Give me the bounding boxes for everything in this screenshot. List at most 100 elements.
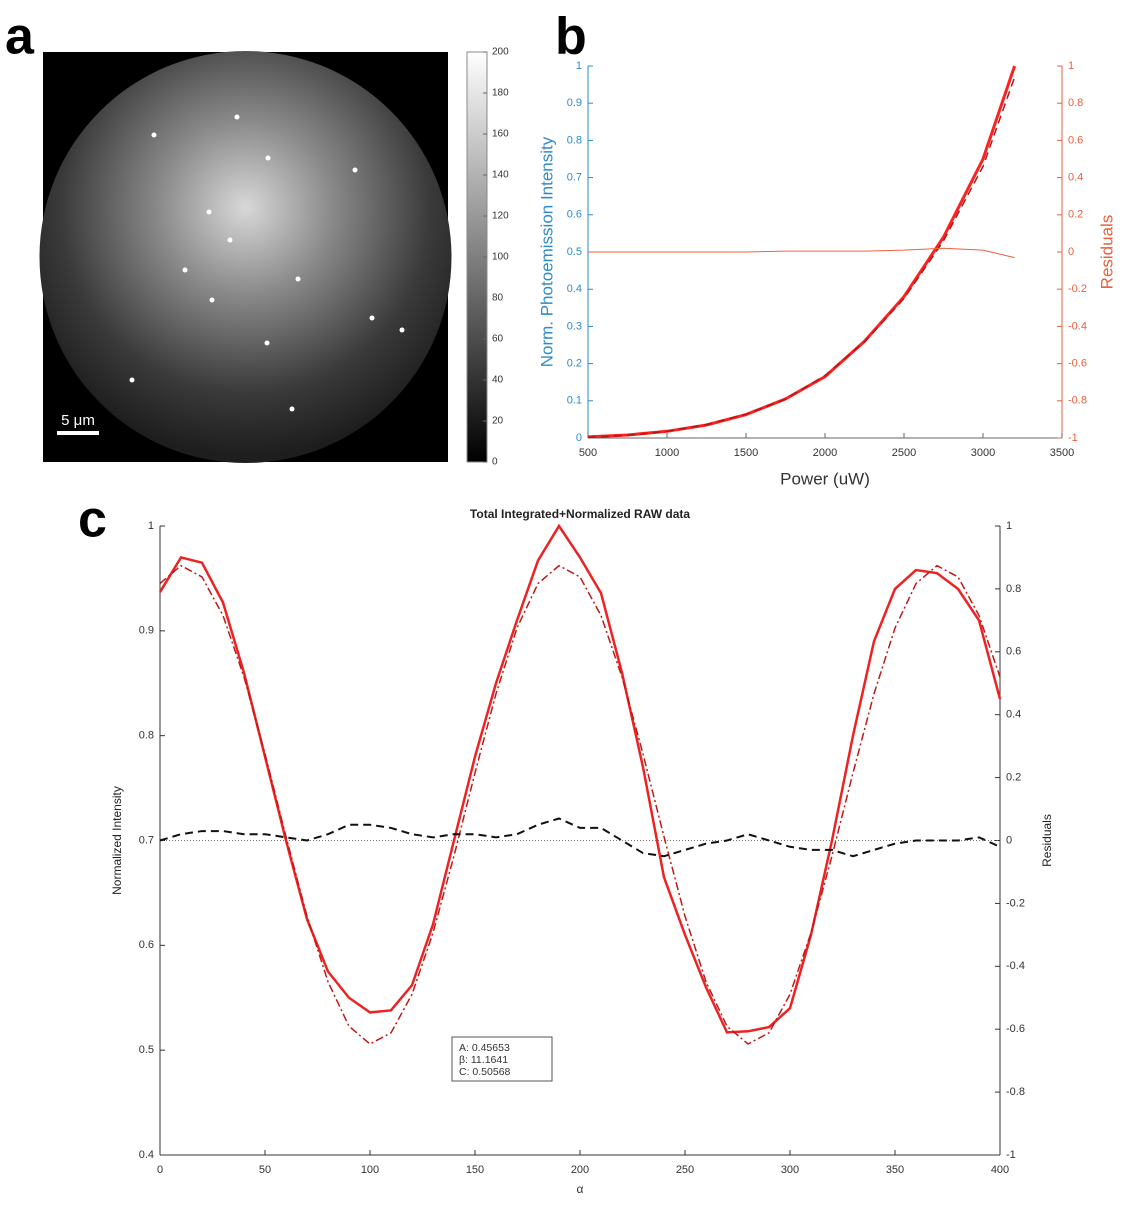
y2-tick-label: 0.4: [1006, 709, 1021, 721]
bright-spot: [182, 267, 188, 273]
y-tick-label: 0: [576, 432, 582, 444]
y-tick-label: 0.3: [567, 320, 582, 332]
colorbar-tick-label: 140: [492, 170, 509, 181]
y2-tick-label: -0.2: [1068, 283, 1087, 295]
colorbar-tick-label: 0: [492, 457, 498, 468]
series-line: [158, 523, 1002, 1034]
y-tick-label: 0.9: [567, 97, 582, 109]
y-tick-label: 0.4: [567, 283, 582, 295]
x-tick-label: 200: [571, 1164, 589, 1176]
bright-spot: [151, 132, 157, 138]
field-of-view: [39, 51, 452, 463]
bright-spot: [129, 377, 135, 383]
y2-tick-label: -0.4: [1068, 320, 1087, 332]
bright-spot: [209, 297, 215, 303]
bright-spot: [295, 276, 301, 282]
x-tick-label: 100: [361, 1164, 379, 1176]
y-tick-label: 0.2: [567, 358, 582, 370]
bright-spot: [206, 209, 212, 215]
y2-tick-label: 1: [1068, 60, 1074, 72]
y2-tick-label: 0.6: [1068, 134, 1083, 146]
y2-tick-label: -0.4: [1006, 960, 1025, 972]
x-tick-label: 1500: [734, 447, 758, 459]
colorbar-tick-label: 60: [492, 334, 504, 345]
y-tick-label: 0.9: [139, 625, 154, 637]
x-tick-label: 300: [781, 1164, 799, 1176]
bright-spot: [352, 167, 358, 173]
y-tick-label: 0.6: [139, 939, 154, 951]
y-tick-label: 0.1: [567, 395, 582, 407]
x-tick-label: 500: [579, 447, 597, 459]
x-tick-label: 3000: [971, 447, 995, 459]
annotation-box: [451, 1036, 553, 1082]
y2-tick-label: -0.6: [1006, 1023, 1025, 1035]
scale-bar-label: 5 μm: [61, 412, 95, 429]
series-line: [159, 817, 1001, 858]
y-axis-label: Normalized Intensity: [110, 786, 124, 895]
y-tick-label: 0.5: [139, 1044, 154, 1056]
bright-spot: [234, 114, 240, 120]
y2-tick-label: 0.2: [1006, 772, 1021, 784]
y-axis-label: Norm. Photoemission Intensity: [537, 136, 556, 367]
y-tick-label: 1: [148, 520, 154, 532]
y2-tick-label: -0.6: [1068, 358, 1087, 370]
y-tick-label: 0.7: [567, 172, 582, 184]
annotation-text: A: 0.45653: [459, 1042, 510, 1054]
panel-label: a: [5, 8, 35, 66]
x-axis-label: α: [577, 1182, 584, 1196]
y2-tick-label: -0.8: [1068, 395, 1087, 407]
x-tick-label: 50: [259, 1164, 271, 1176]
x-tick-label: 0: [157, 1164, 163, 1176]
x-tick-label: 3500: [1050, 447, 1074, 459]
y-tick-label: 0.5: [567, 246, 582, 258]
y2-tick-label: 0: [1006, 834, 1012, 846]
bright-spot: [264, 340, 270, 346]
panel-label: c: [78, 491, 107, 549]
y2-tick-label: 0.2: [1068, 209, 1083, 221]
colorbar-tick-label: 180: [492, 88, 509, 99]
y2-tick-label: 0.8: [1068, 97, 1083, 109]
x-tick-label: 350: [886, 1164, 904, 1176]
x-tick-label: 150: [466, 1164, 484, 1176]
x-tick-label: 2000: [813, 447, 837, 459]
y-tick-label: 0.8: [567, 134, 582, 146]
y2-tick-label: -1: [1006, 1149, 1016, 1161]
series-line: [159, 564, 1001, 1045]
y2-axis-label: Residuals: [1040, 814, 1054, 867]
y2-tick-label: -1: [1068, 432, 1078, 444]
bright-spot: [265, 155, 271, 161]
annotation-text: β: 11.1641: [459, 1054, 508, 1066]
y-tick-label: 1: [576, 60, 582, 72]
panel-label: b: [555, 8, 587, 66]
y2-tick-label: 0.6: [1006, 646, 1021, 658]
colorbar-tick-label: 40: [492, 375, 504, 386]
x-tick-label: 2500: [892, 447, 916, 459]
bright-spot: [399, 327, 405, 333]
x-axis-label: Power (uW): [780, 469, 870, 488]
y-tick-label: 0.4: [139, 1149, 154, 1161]
colorbar-tick-label: 200: [492, 47, 509, 58]
y2-tick-label: 0.8: [1006, 583, 1021, 595]
y-tick-label: 0.8: [139, 730, 154, 742]
annotation-text: C: 0.50568: [459, 1066, 511, 1078]
y2-tick-label: -0.8: [1006, 1086, 1025, 1098]
series-line: [588, 247, 1015, 259]
colorbar-tick-label: 160: [492, 129, 509, 140]
colorbar-tick-label: 80: [492, 293, 504, 304]
x-tick-label: 250: [676, 1164, 694, 1176]
bright-spot: [369, 315, 375, 321]
x-tick-label: 400: [991, 1164, 1009, 1176]
colorbar-tick-label: 100: [492, 252, 509, 263]
colorbar-tick-label: 120: [492, 211, 509, 222]
y2-tick-label: 0.4: [1068, 172, 1083, 184]
chart-title: Total Integrated+Normalized RAW data: [470, 507, 690, 521]
y2-tick-label: 0: [1068, 246, 1074, 258]
colorbar-tick-label: 20: [492, 416, 504, 427]
y-tick-label: 0.6: [567, 209, 582, 221]
y2-axis-label: Residuals: [1097, 215, 1116, 290]
y2-tick-label: 1: [1006, 520, 1012, 532]
bright-spot: [227, 237, 233, 243]
series-line: [587, 76, 1016, 439]
y-tick-label: 0.7: [139, 834, 154, 846]
